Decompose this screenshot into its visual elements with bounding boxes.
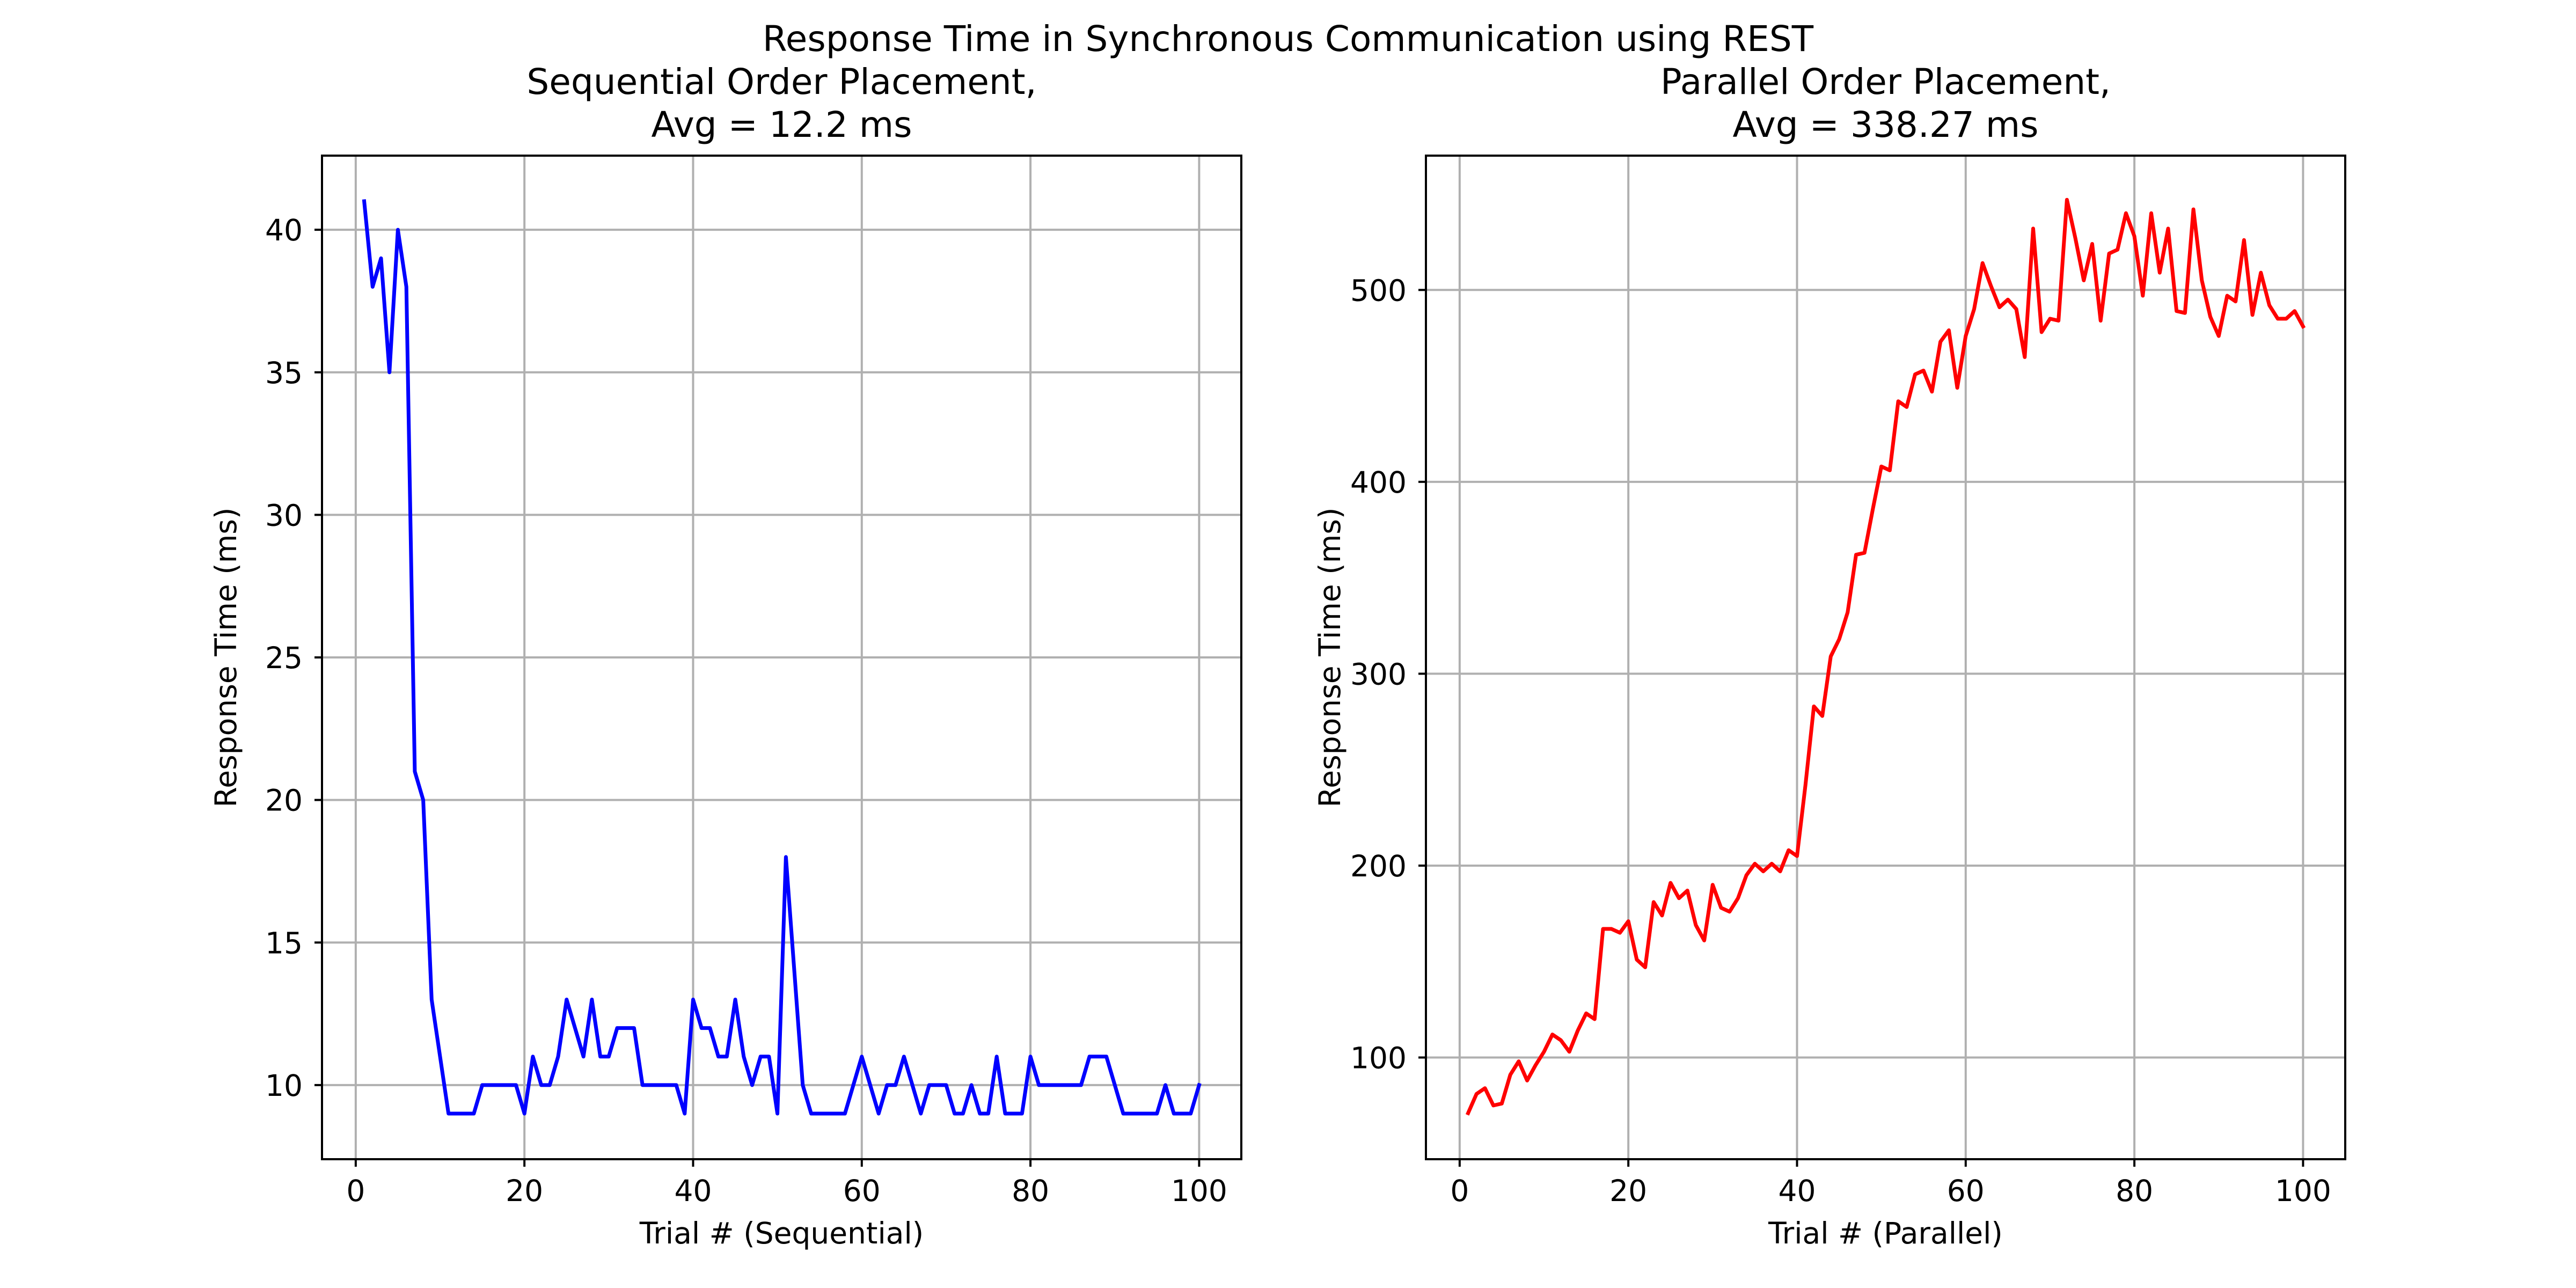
parallel-y-tick-label: 500 — [1350, 273, 1407, 308]
sequential-chart-title-line-2: Avg = 12.2 ms — [651, 104, 912, 145]
parallel-y-axis-label: Response Time (ms) — [1313, 508, 1347, 808]
figure-suptitle: Response Time in Synchronous Communicati… — [763, 18, 1814, 60]
sequential-y-tick-label: 25 — [265, 641, 303, 675]
parallel-x-tick-label: 80 — [2116, 1174, 2153, 1208]
chart-parallel: Parallel Order Placement,Avg = 338.27 ms… — [1313, 61, 2346, 1250]
sequential-y-tick-label: 30 — [265, 498, 303, 532]
sequential-y-tick-label: 20 — [265, 784, 303, 818]
sequential-x-tick-label: 60 — [843, 1174, 881, 1208]
sequential-x-axis-label: Trial # (Sequential) — [639, 1216, 924, 1250]
sequential-series-line — [362, 199, 1202, 1116]
sequential-x-tick-label: 80 — [1012, 1174, 1049, 1208]
parallel-x-tick-label: 40 — [1778, 1174, 1816, 1208]
sequential-x-tick-label: 20 — [506, 1174, 543, 1208]
parallel-chart-title-line-2: Avg = 338.27 ms — [1732, 104, 2038, 145]
parallel-x-axis-label: Trial # (Parallel) — [1768, 1216, 2003, 1250]
parallel-y-tick-label: 300 — [1350, 657, 1407, 691]
sequential-chart-title-line-1: Sequential Order Placement, — [526, 61, 1036, 103]
parallel-x-tick-label: 20 — [1609, 1174, 1647, 1208]
sequential-x-tick-label: 0 — [346, 1174, 365, 1208]
sequential-x-tick-label: 100 — [1171, 1174, 1227, 1208]
sequential-y-tick-label: 40 — [265, 213, 303, 247]
sequential-y-tick-label: 10 — [265, 1069, 303, 1103]
sequential-y-tick-label: 15 — [265, 926, 303, 960]
sequential-y-axis-label: Response Time (ms) — [209, 508, 243, 808]
parallel-x-tick-label: 100 — [2275, 1174, 2331, 1208]
parallel-x-tick-label: 0 — [1450, 1174, 1469, 1208]
parallel-y-tick-label: 200 — [1350, 849, 1407, 883]
parallel-axes-frame — [1425, 155, 2346, 1160]
parallel-x-tick-label: 60 — [1947, 1174, 1985, 1208]
sequential-y-tick-label: 35 — [265, 356, 303, 390]
parallel-series-line — [1465, 197, 2306, 1116]
sequential-x-tick-label: 40 — [674, 1174, 712, 1208]
chart-sequential: Sequential Order Placement,Avg = 12.2 ms… — [209, 61, 1242, 1250]
parallel-y-tick-label: 400 — [1350, 465, 1407, 500]
parallel-y-tick-label: 100 — [1350, 1041, 1407, 1075]
parallel-chart-title-line-1: Parallel Order Placement, — [1660, 61, 2111, 103]
